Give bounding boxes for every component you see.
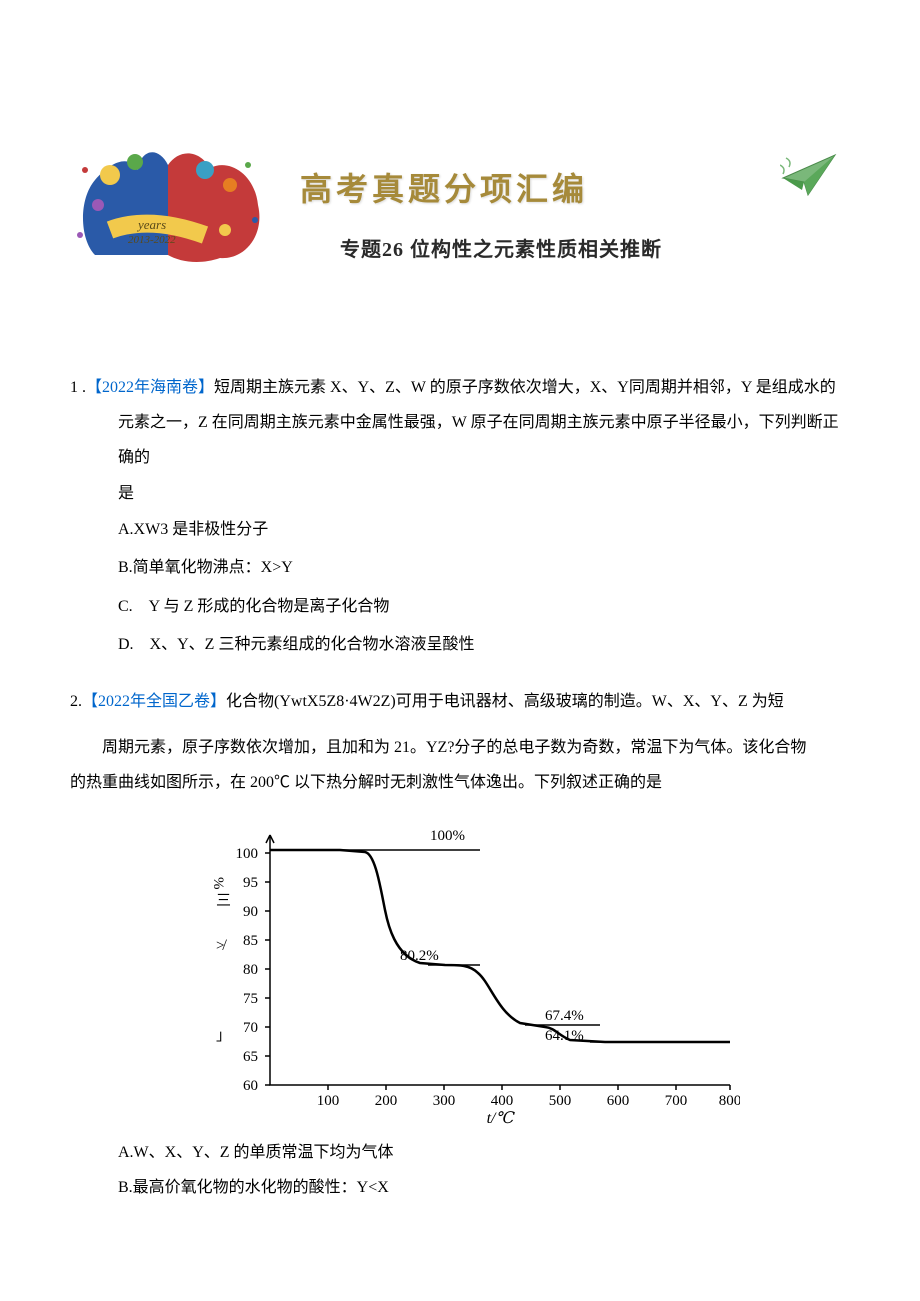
svg-text:years: years [136, 217, 166, 232]
tg-curve [270, 850, 730, 1042]
svg-text:500: 500 [549, 1093, 572, 1109]
q1-stem-line3: 是 [70, 476, 850, 511]
header-banner: years 2013-2022 高考真题分项汇编 专题26 位构性之元素性质相关… [70, 140, 850, 290]
svg-text:700: 700 [665, 1093, 688, 1109]
svg-text:600: 600 [607, 1093, 630, 1109]
q2-option-b: B.最高价氧化物的水化物的酸性：Y<X [118, 1170, 850, 1205]
paper-plane-icon [780, 150, 840, 200]
q2-stem-line2: 周期元素，原子序数依次增加，且加和为 21。YZ?分子的总电子数为奇数，常温下为… [70, 730, 850, 765]
q1-option-c: C. Y 与 Z 形成的化合物是离子化合物 [118, 588, 850, 626]
question-1: 1 .【2022年海南卷】短周期主族元素 X、Y、Z、W 的原子序数依次增大，X… [70, 370, 850, 664]
logo-splash: years 2013-2022 [70, 140, 270, 290]
q1-source: 【2022年海南卷】 [86, 379, 214, 396]
annot-100: 100% [430, 828, 465, 844]
q1-option-b: B.简单氧化物沸点：X>Y [118, 549, 850, 587]
svg-text:200: 200 [375, 1093, 398, 1109]
svg-text:95: 95 [243, 875, 258, 891]
y-axis-label: % 三 ≯ 」 [210, 877, 231, 1044]
q1-option-a: A.XW3 是非极性分子 [118, 511, 850, 549]
svg-text:≯: ≯ [216, 938, 227, 954]
thermogravimetric-chart: 60 65 70 75 80 85 90 95 100 100 [200, 815, 740, 1125]
main-title: 高考真题分项汇编 [300, 164, 850, 215]
q1-stem-line2: 元素之一，Z 在同周期主族元素中金属性最强，W 原子在同周期主族元素中原子半径最… [70, 405, 850, 475]
q2-options: A.W、X、Y、Z 的单质常温下均为气体 B.最高价氧化物的水化物的酸性：Y<X [70, 1135, 850, 1205]
q2-number: 2. [70, 693, 82, 710]
svg-text:75: 75 [243, 991, 258, 1007]
svg-text:三: 三 [216, 893, 231, 909]
svg-text:60: 60 [243, 1078, 258, 1094]
svg-text:」: 」 [216, 1028, 231, 1044]
svg-text:800: 800 [719, 1093, 740, 1109]
svg-text:85: 85 [243, 933, 258, 949]
chart-axes [270, 835, 730, 1085]
q2-stem: 2.【2022年全国乙卷】化合物(YwtX5Z8·4W2Z)可用于电讯器材、高级… [70, 684, 850, 719]
q2-option-a: A.W、X、Y、Z 的单质常温下均为气体 [118, 1135, 850, 1170]
svg-text:65: 65 [243, 1049, 258, 1065]
q2-stem-line3: 的热重曲线如图所示，在 200℃ 以下热分解时无刺激性气体逸出。下列叙述正确的是 [70, 765, 850, 800]
x-ticks: 100 200 300 400 500 600 700 800 [317, 1085, 740, 1109]
q2-stem-line1: 化合物(YwtX5Z8·4W2Z)可用于电讯器材、高级玻璃的制造。W、X、Y、Z… [226, 693, 784, 710]
svg-text:90: 90 [243, 904, 258, 920]
banner-text: 高考真题分项汇编 专题26 位构性之元素性质相关推断 [270, 164, 850, 265]
svg-text:80: 80 [243, 962, 258, 978]
question-2: 2.【2022年全国乙卷】化合物(YwtX5Z8·4W2Z)可用于电讯器材、高级… [70, 684, 850, 1205]
q1-number: 1 [70, 379, 78, 396]
sub-title: 专题26 位构性之元素性质相关推断 [300, 234, 850, 266]
svg-text:300: 300 [433, 1093, 456, 1109]
svg-text:400: 400 [491, 1093, 514, 1109]
q1-stem: 1 .【2022年海南卷】短周期主族元素 X、Y、Z、W 的原子序数依次增大，X… [70, 370, 850, 405]
svg-text:%: % [210, 877, 226, 890]
q1-options: A.XW3 是非极性分子 B.简单氧化物沸点：X>Y C. Y 与 Z 形成的化… [70, 511, 850, 665]
svg-text:70: 70 [243, 1020, 258, 1036]
svg-text:100: 100 [236, 846, 259, 862]
annot-674: 67.4% [545, 1008, 584, 1024]
annot-802: 80.2% [400, 948, 439, 964]
y-ticks: 60 65 70 75 80 85 90 95 100 [236, 846, 271, 1094]
x-axis-label: t/℃ [487, 1110, 516, 1125]
q1-stem-line1: 短周期主族元素 X、Y、Z、W 的原子序数依次增大，X、Y同周期并相邻，Y 是组… [214, 379, 836, 396]
q2-source: 【2022年全国乙卷】 [82, 693, 226, 710]
q1-option-d: D. X、Y、Z 三种元素组成的化合物水溶液呈酸性 [118, 626, 850, 664]
svg-text:2013-2022: 2013-2022 [128, 234, 176, 246]
svg-text:100: 100 [317, 1093, 340, 1109]
annot-641: 64.1% [545, 1028, 584, 1044]
